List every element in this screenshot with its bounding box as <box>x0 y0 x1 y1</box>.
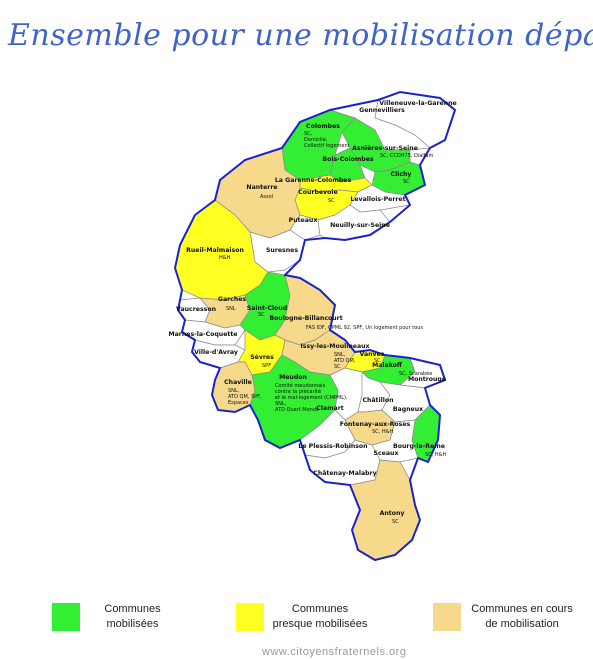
legend-swatch-almost <box>236 603 264 631</box>
commune-label-marnes: Marnes-la-Coquette <box>168 331 237 338</box>
commune-note-malakoff: SC, Scarabée <box>399 370 432 377</box>
commune-label-fontenay: Fontenay-aux-Roses <box>340 421 411 428</box>
commune-note-sevres: SPF <box>262 363 271 369</box>
commune-label-meudon: Meudon <box>279 374 307 381</box>
commune-label-bourg: Bourg-la-Reine <box>393 443 445 450</box>
commune-note-chaville: Espaces <box>228 400 249 406</box>
legend-line2: presque mobilisées <box>272 618 368 630</box>
commune-note-meudon: et le mal-logement (CMPML), <box>275 395 348 401</box>
commune-label-issy: Issy-les-Moulineaux <box>300 343 369 350</box>
commune-note-colombes: Collectif logement <box>304 143 350 149</box>
commune-label-courbevoie: Courbevoie <box>298 189 337 196</box>
commune-note-rueil: H&H <box>219 255 231 261</box>
commune-label-sevres: Sèvres <box>250 353 274 361</box>
commune-note-issy: SC <box>334 364 341 370</box>
commune-note-meudon: Comité meudonnais <box>275 382 326 389</box>
commune-note-bourg: SC, H&H <box>425 452 447 458</box>
commune-label-garches: Garches <box>218 296 247 303</box>
commune-note-garches: SNL <box>226 306 236 312</box>
commune-note-issy: ATD QM, <box>334 358 356 364</box>
commune-label-chatenay: Châtenay-Malabry <box>313 469 376 477</box>
legend-label-in-progress: Communes en cours de mobilisation <box>466 602 578 632</box>
commune-label-rueil: Rueil-Malmaison <box>186 247 244 254</box>
commune-note-colombes: SC, <box>304 131 313 137</box>
commune-note-fontenay: SC, H&H <box>372 429 394 435</box>
commune-label-puteaux: Puteaux <box>289 217 318 224</box>
commune-label-clichy: Clichy <box>391 171 412 178</box>
commune-label-asnieres: Asnières-sur-Seine <box>352 144 418 152</box>
commune-label-nanterre: Nanterre <box>246 184 277 191</box>
commune-label-plessis: Le Plessis-Robinson <box>298 443 367 450</box>
commune-label-vaucresson: Vaucresson <box>176 306 216 313</box>
commune-note-meudon: ATD Quart Monde <box>275 407 319 413</box>
commune-label-chaville: Chaville <box>224 379 252 386</box>
commune-note-boulogne: FAS IDF, OPML 92, SPF, Un logement pour … <box>306 325 423 331</box>
commune-label-boulogne: Boulogne-Billancourt <box>269 315 342 322</box>
commune-label-gennevilliers: Gennevilliers <box>359 107 405 114</box>
commune-label-sceaux: Sceaux <box>374 450 399 457</box>
legend-line1: Communes en cours <box>471 603 573 615</box>
legend-label-mobilised: Communes mobilisées <box>95 602 170 632</box>
commune-note-colombes: Domicile, <box>304 137 328 143</box>
commune-label-boiscolombes: Bois-Colombes <box>322 156 374 163</box>
commune-label-villeneuve: Villeneuve-la-Garenne <box>379 100 456 107</box>
commune-label-garenne: La Garenne-Colombes <box>275 177 352 184</box>
commune-label-saintcloud: Saint-Cloud <box>247 305 287 312</box>
legend-swatch-in-progress <box>433 603 461 631</box>
commune-label-clamart: Clamart <box>316 405 344 412</box>
legend-line2: de mobilisation <box>485 618 559 630</box>
legend-label-almost: Communes presque mobilisées <box>265 602 375 632</box>
commune-note-chaville: ATD QM, SPF, <box>228 394 262 400</box>
commune-regions <box>174 91 456 561</box>
region-puteaux <box>289 214 321 241</box>
commune-label-montrouge: Montrouge <box>408 376 446 383</box>
commune-note-chaville: SNL, <box>228 388 240 394</box>
commune-label-neuilly: Neuilly-sur-Seine <box>330 222 390 229</box>
legend-line1: Communes <box>104 603 161 615</box>
commune-label-malakoff: Malakoff <box>372 362 403 369</box>
commune-label-antony: Antony <box>380 510 405 517</box>
commune-label-vanves: Vanves <box>360 351 385 358</box>
commune-note-meudon: contre la précarité <box>275 388 321 395</box>
department-outline <box>173 90 457 562</box>
commune-note-clichy: SC <box>403 179 410 185</box>
commune-note-saintcloud: SC <box>258 312 265 318</box>
commune-note-nanterre: Assol <box>260 194 273 200</box>
commune-label-chatillon: Châtillon <box>362 396 393 404</box>
commune-note-asnieres: SC, CCDH75, Dialfam <box>380 153 433 159</box>
commune-note-antony: SC <box>392 519 399 525</box>
commune-note-courbevoie: SC <box>328 198 335 204</box>
commune-note-vanves: SC <box>374 358 381 364</box>
commune-label-villedavray: Ville-d'Avray <box>194 349 238 356</box>
commune-label-suresnes: Suresnes <box>266 247 298 254</box>
footer-url: www.citoyensfraternels.org <box>262 646 407 658</box>
commune-note-meudon: SNL, <box>275 401 287 407</box>
commune-label-levallois: Levallois-Perret <box>350 196 405 203</box>
commune-note-issy: SNL, <box>334 352 346 358</box>
legend-line2: mobilisées <box>106 618 159 630</box>
map-title: Ensemble pour une mobilisation départeme… <box>8 18 593 53</box>
commune-label-colombes: Colombes <box>306 123 340 130</box>
legend-swatch-mobilised <box>52 603 80 631</box>
commune-label-bagneux: Bagneux <box>393 406 423 413</box>
legend-line1: Communes <box>291 603 349 615</box>
